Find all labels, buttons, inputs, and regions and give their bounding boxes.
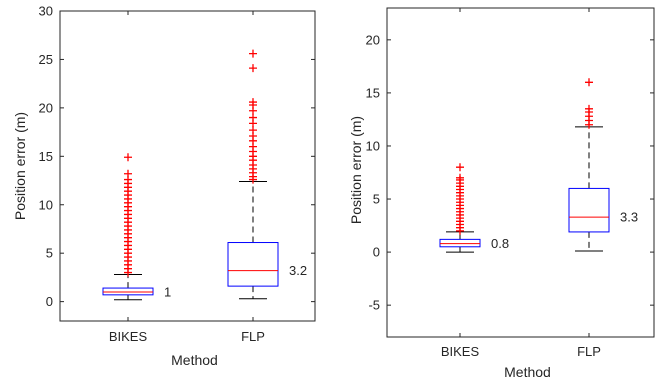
outlier-marker [585,104,593,113]
axes-frame [386,7,655,338]
axes-frame [59,10,316,322]
y-tick-label: 10 [366,138,380,153]
x-tick-label: BIKES [109,329,148,344]
y-tick-label: 15 [39,149,53,164]
x-tick-label: BIKES [441,344,480,359]
y-tick-label: 0 [46,294,53,309]
y-tick-label: 5 [373,192,380,207]
box [439,238,481,248]
median-value-label: 1 [164,284,171,299]
outlier-marker [249,113,257,122]
outlier-marker [249,126,257,135]
y-tick-label: 0 [373,245,380,260]
median-value-label: 3.2 [289,263,307,278]
y-tick-label: 20 [366,32,380,47]
y-tick-label: -5 [368,298,380,313]
x-axis-label: Method [504,364,551,380]
outlier-marker [124,153,132,162]
y-tick-label: 10 [39,197,53,212]
box [568,187,610,233]
median-value-label: 0.8 [491,236,509,251]
x-tick-label: FLP [577,344,601,359]
outlier-marker [249,64,257,73]
box [227,242,279,287]
outlier-marker [249,49,257,58]
y-tick-label: 30 [39,4,53,19]
y-axis-label: Position error (m) [348,116,364,224]
outlier-marker [249,98,257,107]
y-tick-label: 5 [46,246,53,261]
outlier-marker [456,173,464,182]
x-tick-label: FLP [241,329,265,344]
y-tick-label: 15 [366,85,380,100]
y-tick-label: 25 [39,52,53,67]
x-axis-label: Method [171,352,218,368]
outlier-marker [124,169,132,178]
right-box-plot: -5 0 5 10 15 20 BIKES FLP Method Position error (… [348,7,655,380]
outlier-marker [585,78,593,87]
left-box-plot: 0 5 10 15 20 25 30 BIKES FLP Method Position error… [12,4,316,368]
y-axis-label: Position error (m) [12,112,28,220]
outlier-marker [456,163,464,172]
y-tick-label: 20 [39,100,53,115]
median-value-label: 3.3 [620,210,638,225]
